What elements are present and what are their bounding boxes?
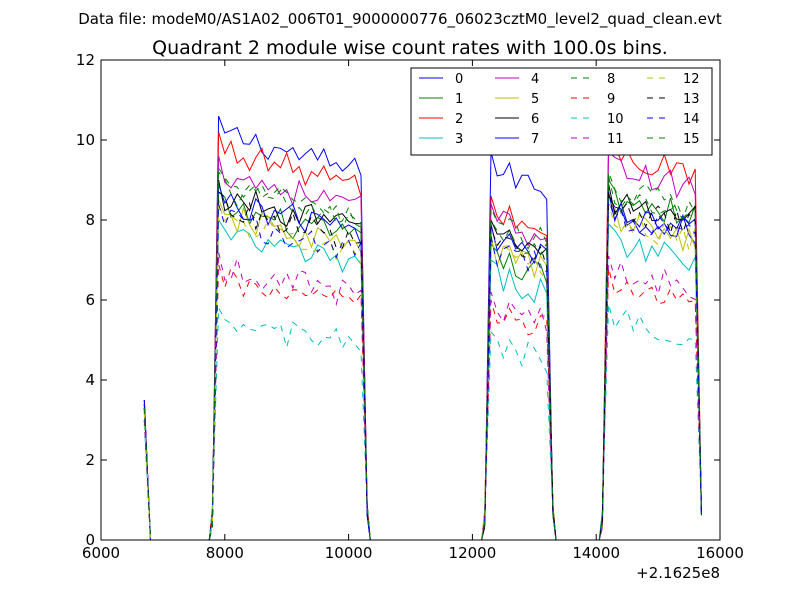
series-line-14: [143, 199, 702, 541]
legend-label: 14: [683, 112, 700, 127]
legend-label: 15: [683, 132, 700, 147]
chart-suptitle: Data file: modeM0/AS1A02_006T01_90000007…: [78, 10, 722, 29]
legend-label: 12: [683, 72, 700, 87]
legend-label: 4: [531, 72, 539, 87]
x-tick-label: 12000: [449, 544, 497, 562]
legend-label: 1: [455, 92, 463, 107]
legend-label: 13: [683, 92, 700, 107]
legend-label: 2: [455, 112, 463, 127]
y-tick-label: 0: [85, 531, 95, 549]
legend-label: 3: [455, 132, 463, 147]
legend-box: [410, 67, 713, 156]
legend-label: 10: [607, 112, 624, 127]
legend-label: 0: [455, 72, 463, 87]
x-tick-label: 16000: [696, 544, 744, 562]
legend-label: 6: [531, 112, 539, 127]
y-tick-label: 12: [76, 51, 95, 69]
y-tick-label: 2: [85, 451, 95, 469]
y-tick-label: 10: [76, 131, 95, 149]
legend-label: 7: [531, 132, 539, 147]
legend-label: 11: [607, 132, 624, 147]
chart-title: Quadrant 2 module wise count rates with …: [152, 37, 668, 59]
x-tick-label: 10000: [325, 544, 373, 562]
x-tick-label: 6000: [82, 544, 120, 562]
series-line-10: [143, 303, 702, 541]
legend-label: 5: [531, 92, 539, 107]
x-offset-label: +2.1625e8: [636, 564, 720, 582]
y-tick-label: 4: [85, 371, 95, 389]
series-line-8: [143, 170, 702, 541]
y-tick-label: 6: [85, 291, 95, 309]
x-tick-label: 8000: [206, 544, 244, 562]
legend-label: 8: [607, 72, 615, 87]
y-tick-label: 8: [85, 211, 95, 229]
series-line-15: [143, 166, 702, 541]
legend-label: 9: [607, 92, 615, 107]
x-tick-label: 14000: [572, 544, 620, 562]
